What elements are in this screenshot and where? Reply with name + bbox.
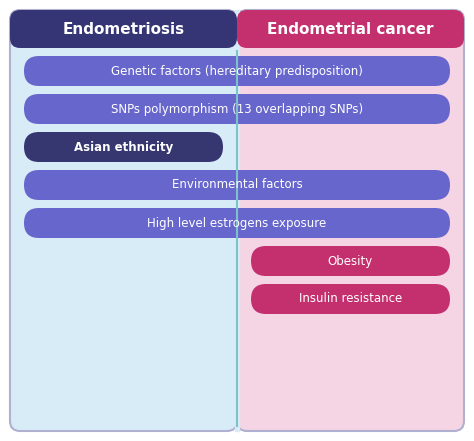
FancyBboxPatch shape bbox=[24, 56, 450, 86]
Text: Endometriosis: Endometriosis bbox=[63, 22, 184, 37]
FancyBboxPatch shape bbox=[251, 246, 450, 276]
FancyBboxPatch shape bbox=[24, 132, 223, 162]
Text: Environmental factors: Environmental factors bbox=[172, 179, 302, 191]
Text: Asian ethnicity: Asian ethnicity bbox=[74, 141, 173, 153]
Text: Obesity: Obesity bbox=[328, 254, 373, 268]
FancyBboxPatch shape bbox=[24, 94, 450, 124]
Text: High level estrogens exposure: High level estrogens exposure bbox=[147, 217, 327, 229]
FancyBboxPatch shape bbox=[237, 10, 464, 431]
FancyBboxPatch shape bbox=[10, 10, 237, 431]
Text: Endometrial cancer: Endometrial cancer bbox=[267, 22, 434, 37]
Text: Insulin resistance: Insulin resistance bbox=[299, 292, 402, 306]
Text: Genetic factors (hereditary predisposition): Genetic factors (hereditary predispositi… bbox=[111, 64, 363, 78]
FancyBboxPatch shape bbox=[237, 10, 464, 48]
FancyBboxPatch shape bbox=[251, 284, 450, 314]
FancyBboxPatch shape bbox=[24, 208, 450, 238]
FancyBboxPatch shape bbox=[24, 170, 450, 200]
FancyBboxPatch shape bbox=[10, 10, 237, 48]
Text: SNPs polymorphism (13 overlapping SNPs): SNPs polymorphism (13 overlapping SNPs) bbox=[111, 102, 363, 116]
